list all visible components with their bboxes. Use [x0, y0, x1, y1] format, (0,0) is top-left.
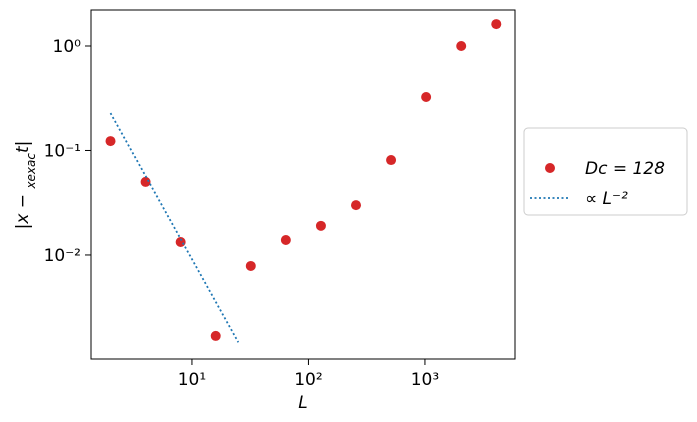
x-tick-label: 10²: [294, 370, 322, 390]
point: [491, 19, 502, 30]
point: [105, 136, 116, 147]
point: [175, 237, 186, 248]
legend-swatch: [545, 163, 555, 173]
point: [421, 91, 432, 102]
y-tick-label: 10⁰: [53, 37, 82, 57]
y-tick-label: 10⁻²: [44, 246, 81, 266]
legend-box: [523, 127, 688, 216]
x-tick-label: 10³: [411, 370, 439, 390]
point: [245, 260, 256, 271]
legend-label: ∝ L⁻²: [585, 189, 628, 209]
point: [280, 235, 291, 246]
legend-label: Dc = 128: [585, 159, 665, 179]
point: [315, 220, 326, 231]
point: [210, 330, 221, 341]
x-axis-label: L: [298, 393, 307, 413]
point: [456, 40, 467, 51]
point: [351, 200, 362, 211]
y-axis-label: |x − xexact|: [13, 141, 38, 230]
x-tick-label: 10¹: [178, 370, 206, 390]
point: [140, 176, 151, 187]
line: [109, 112, 240, 343]
point: [386, 155, 397, 166]
plot-frame: [90, 9, 516, 360]
y-tick-label: 10⁻¹: [44, 141, 81, 161]
